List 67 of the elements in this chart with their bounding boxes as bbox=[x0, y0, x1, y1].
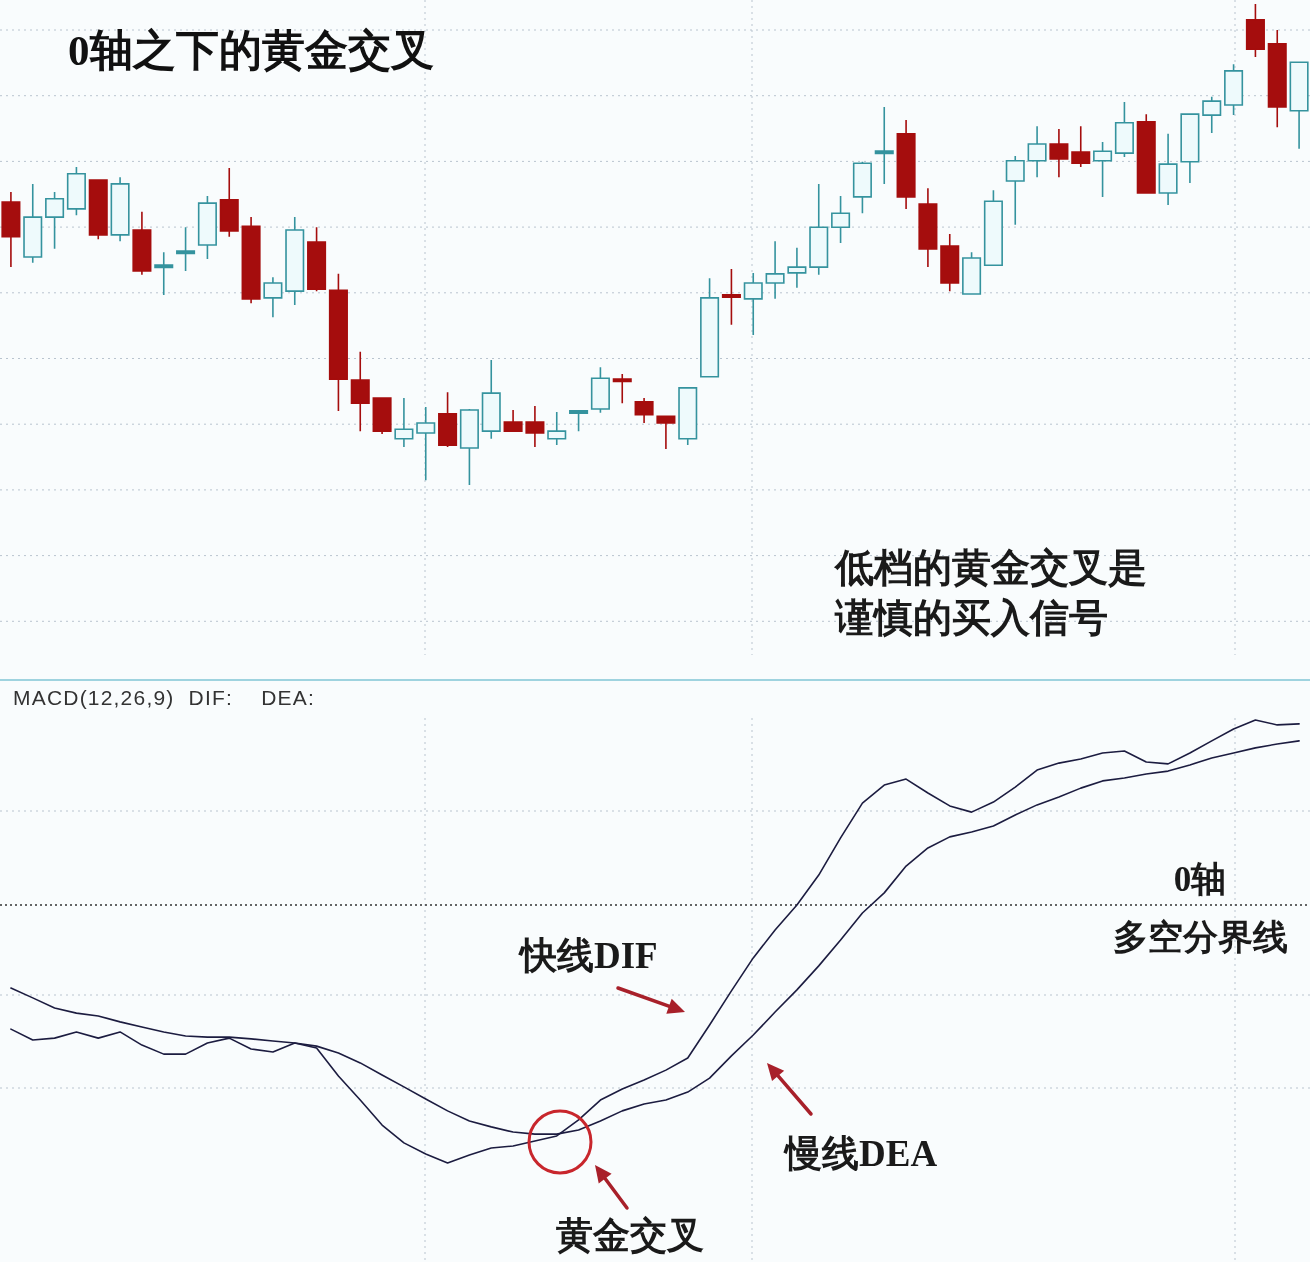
candlestick bbox=[1202, 96, 1222, 134]
candlestick bbox=[394, 397, 414, 448]
candlestick bbox=[1114, 101, 1134, 158]
candlestick bbox=[700, 277, 720, 378]
candlestick bbox=[918, 187, 938, 268]
annotation: 多空分界线 bbox=[1112, 917, 1288, 957]
candlestick bbox=[1, 191, 21, 268]
candlestick bbox=[721, 268, 741, 326]
candlestick bbox=[1267, 29, 1287, 128]
candlestick bbox=[197, 195, 217, 260]
candlestick bbox=[132, 210, 152, 276]
candlestick bbox=[503, 409, 523, 432]
candlestick bbox=[459, 408, 479, 486]
candlestick bbox=[481, 359, 501, 440]
candlestick bbox=[1158, 133, 1178, 206]
ref-line-label: 0轴 bbox=[1173, 859, 1227, 899]
candlestick bbox=[962, 251, 982, 295]
candlestick bbox=[66, 166, 86, 216]
candlestick bbox=[569, 409, 589, 432]
candlestick bbox=[88, 179, 108, 241]
candlestick bbox=[634, 397, 654, 424]
text: 0轴之下的黄金交叉 bbox=[68, 26, 434, 74]
candlestick bbox=[45, 191, 65, 250]
candlestick bbox=[787, 247, 807, 289]
candlestick bbox=[1071, 125, 1091, 168]
candlestick bbox=[765, 240, 785, 300]
candlestick bbox=[874, 106, 894, 185]
candlestick bbox=[285, 216, 305, 306]
candlestick bbox=[940, 233, 960, 292]
candlestick bbox=[328, 273, 348, 412]
candlestick bbox=[416, 406, 436, 481]
candlestick bbox=[154, 251, 174, 296]
candlestick bbox=[1224, 63, 1244, 116]
candlestick bbox=[547, 411, 567, 446]
candlestick bbox=[1136, 113, 1156, 194]
candlestick bbox=[176, 226, 196, 272]
candlestick bbox=[110, 176, 130, 242]
candlestick bbox=[612, 373, 632, 405]
candlestick bbox=[1180, 112, 1200, 184]
candlestick bbox=[852, 160, 872, 215]
candlestick bbox=[1093, 141, 1113, 198]
candlestick bbox=[896, 119, 916, 210]
chart-title: MACD(12,26,9) DIF: DEA: bbox=[13, 685, 315, 709]
text: 低档的黄金交叉是谨慎的买入信号 bbox=[833, 545, 1147, 639]
candlestick bbox=[307, 226, 327, 292]
candlestick bbox=[438, 391, 458, 448]
candlestick bbox=[372, 397, 392, 435]
candlestick bbox=[219, 167, 239, 238]
candlestick bbox=[23, 183, 43, 264]
candlestick bbox=[1245, 3, 1265, 58]
candlestick bbox=[1027, 125, 1047, 178]
candlestick bbox=[678, 387, 698, 446]
candlestick bbox=[656, 415, 676, 450]
candlestick bbox=[743, 272, 763, 336]
candlestick bbox=[831, 195, 851, 244]
candlestick bbox=[1049, 128, 1069, 178]
candlestick bbox=[590, 366, 610, 414]
candlestick bbox=[525, 405, 545, 448]
candlestick bbox=[350, 350, 370, 432]
candlestick bbox=[263, 276, 283, 318]
annotation: 快线DIF bbox=[518, 934, 658, 976]
candlestick bbox=[809, 183, 829, 276]
candlestick bbox=[241, 216, 261, 304]
annotation: 慢线DEA bbox=[783, 1132, 938, 1174]
candlestick bbox=[983, 189, 1003, 266]
text: 黄金交叉 bbox=[556, 1214, 704, 1256]
candlestick bbox=[1005, 155, 1025, 226]
